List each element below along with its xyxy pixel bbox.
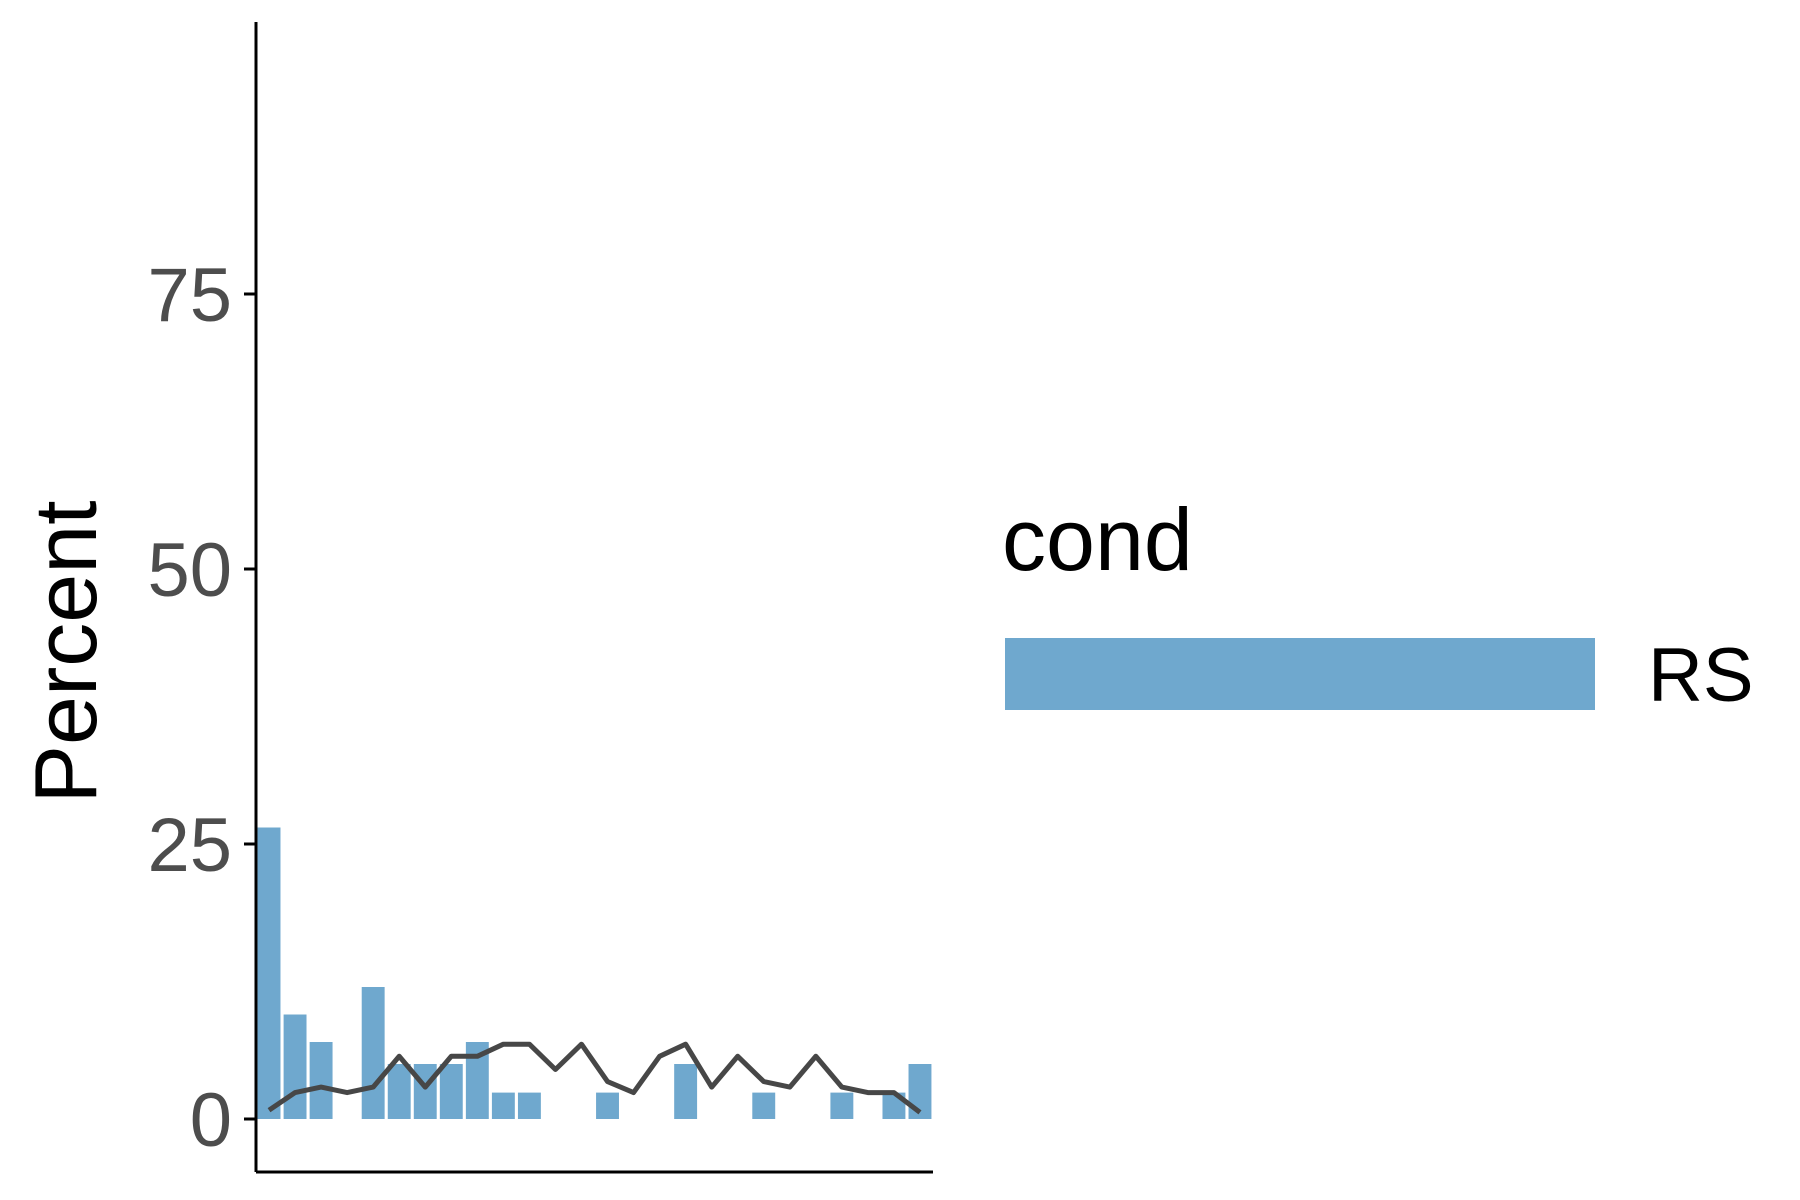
bar-20: [752, 1092, 776, 1119]
y-tick-label-0: 0: [190, 1078, 232, 1163]
bar-6: [387, 1064, 411, 1119]
bar-3: [309, 1042, 333, 1119]
trend-line: [267, 1041, 922, 1115]
bar-10: [491, 1092, 515, 1119]
legend-title: cond: [1002, 490, 1193, 589]
line-series: [267, 1041, 922, 1115]
bar-series: [257, 827, 932, 1119]
legend-key-rs: [1005, 638, 1595, 710]
y-tick-label-50: 50: [147, 528, 232, 613]
bar-5: [361, 987, 385, 1119]
legend-label-rs: RS: [1648, 633, 1754, 718]
legend: cond RS: [1002, 490, 1754, 718]
bar-17: [674, 1064, 698, 1119]
y-tick-label-25: 25: [147, 803, 232, 888]
bar-23: [830, 1092, 854, 1119]
y-ticks: 0 25 50 75: [147, 253, 256, 1163]
bar-7: [413, 1064, 437, 1119]
y-axis-title: Percent: [16, 500, 115, 803]
bar-14: [596, 1092, 619, 1119]
y-tick-label-75: 75: [147, 253, 232, 338]
bar-11: [517, 1092, 541, 1119]
bar-8: [439, 1064, 463, 1119]
bar-2: [283, 1014, 307, 1119]
bar-9: [465, 1042, 489, 1119]
bar-1: [257, 827, 281, 1119]
